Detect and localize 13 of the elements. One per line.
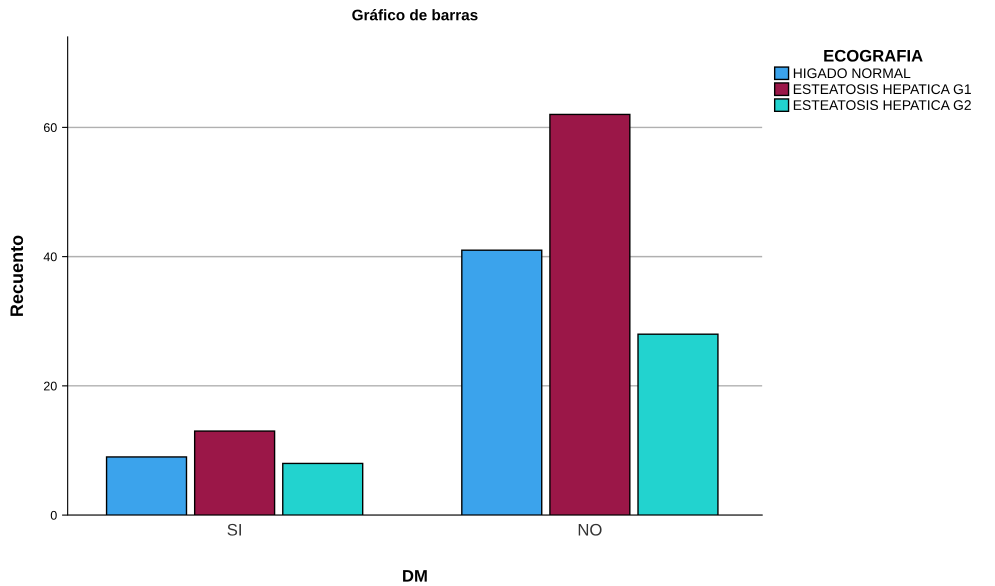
- legend-label: ESTEATOSIS HEPATICA G1: [794, 84, 971, 94]
- legend-title: ECOGRAFIA: [824, 50, 923, 62]
- x-tick-label: NO: [578, 524, 602, 536]
- y-axis-title: Recuento: [10, 236, 24, 316]
- legend-label: HIGADO NORMAL: [794, 68, 910, 78]
- legend-label: ESTEATOSIS HEPATICA G2: [794, 100, 971, 110]
- x-axis-title: DM: [403, 570, 427, 582]
- chart-title: Gráfico de barras: [352, 9, 478, 20]
- y-tick-label: 40: [44, 252, 57, 262]
- y-tick-label: 0: [50, 510, 57, 520]
- y-tick-label: 60: [44, 123, 57, 132]
- y-tick-label: 20: [44, 382, 57, 391]
- x-tick-label: SI: [228, 524, 241, 536]
